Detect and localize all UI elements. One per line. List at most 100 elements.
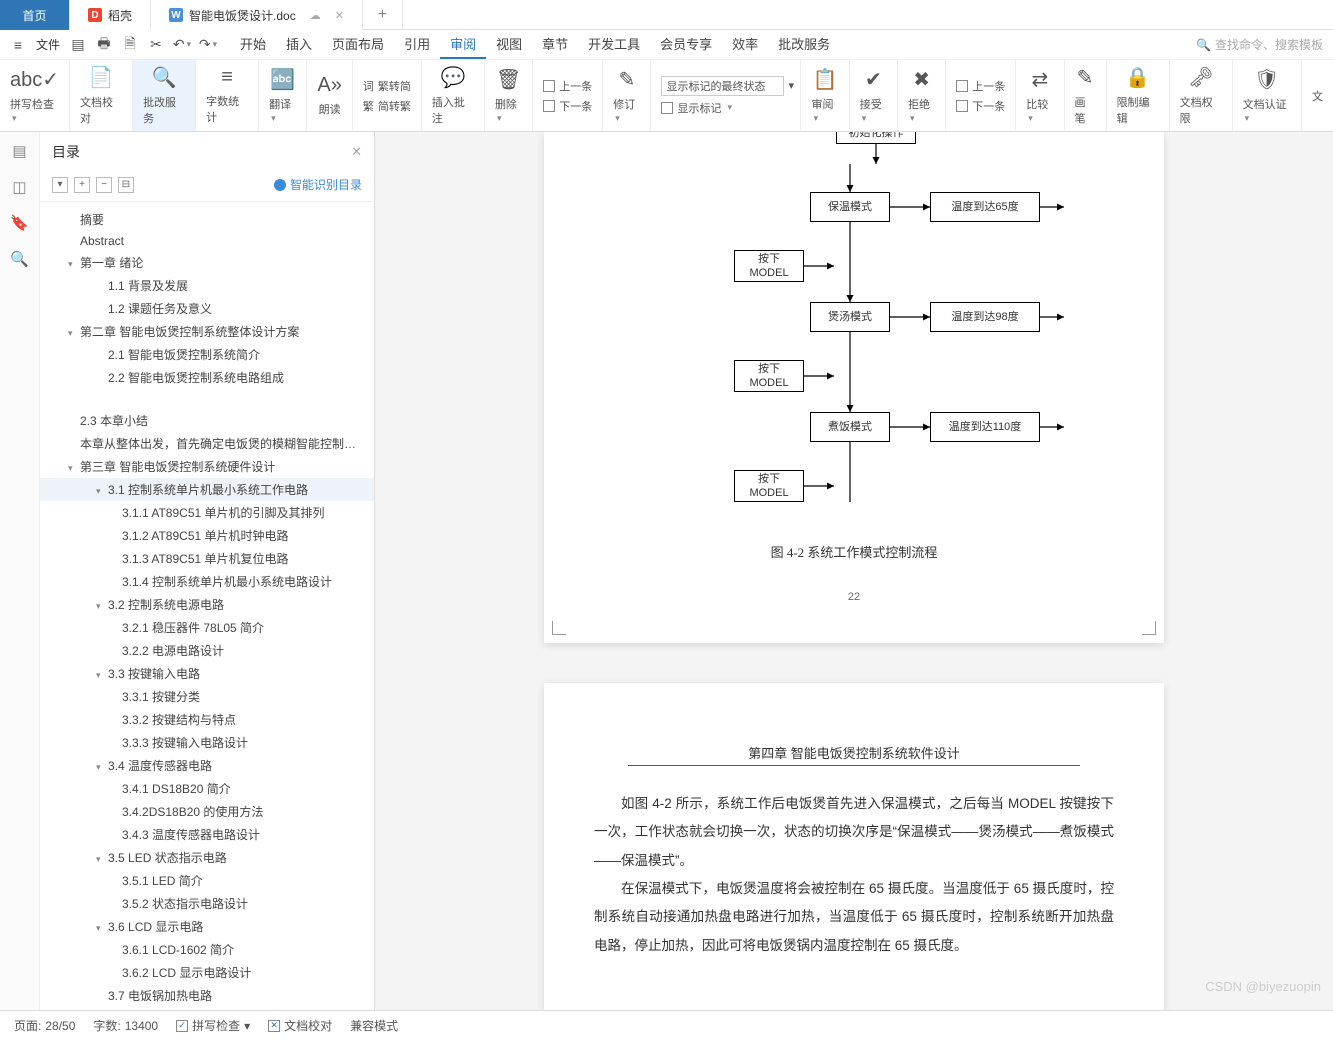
doc-cert-button[interactable]: 🛡文档认证	[1233, 60, 1302, 131]
review-pane-button[interactable]: 📋审阅	[801, 60, 849, 131]
smart-toc-button[interactable]: 智能识别目录	[274, 176, 362, 193]
bookmark-icon[interactable]: 🔖	[11, 214, 29, 232]
tab-home[interactable]: 首页	[0, 0, 70, 30]
menu-章节[interactable]: 章节	[532, 30, 578, 59]
toc-item[interactable]: 3.4.3 温度传感器电路设计	[40, 823, 374, 846]
menu-开始[interactable]: 开始	[230, 30, 276, 59]
next-comment-button[interactable]: 下一条	[541, 97, 594, 115]
toc-expand-icon[interactable]: +	[74, 177, 90, 193]
menu-插入[interactable]: 插入	[276, 30, 322, 59]
show-markup-button[interactable]: 显示标记	[659, 99, 792, 117]
toc-item[interactable]: 2.3 本章小结	[40, 409, 374, 432]
toc-item[interactable]: 3.1.2 AT89C51 单片机时钟电路	[40, 524, 374, 547]
toc-item[interactable]: ▾3.5 LED 状态指示电路	[40, 846, 374, 869]
nav-icon[interactable]: ◫	[11, 178, 29, 196]
spell-check-button[interactable]: abc✓拼写检查	[0, 60, 70, 131]
preview-icon[interactable]: 🗎	[122, 37, 138, 53]
search-box[interactable]: 🔍查找命令、搜索模板	[1196, 36, 1323, 53]
to-traditional-button[interactable]: 繁简转繁	[361, 97, 413, 115]
toc-item[interactable]: 3.3.3 按键输入电路设计	[40, 731, 374, 754]
document-area[interactable]: 初始化操作 保温模式 温度到达65度 按下 MODEL 煲汤模式 温度到达98度…	[375, 132, 1333, 1010]
ink-button[interactable]: ✎画笔	[1065, 60, 1107, 131]
menu-视图[interactable]: 视图	[486, 30, 532, 59]
menu-批改服务[interactable]: 批改服务	[768, 30, 840, 59]
more-button[interactable]: 文	[1302, 60, 1333, 131]
toc-item[interactable]	[40, 389, 374, 409]
find-icon[interactable]: 🔍	[11, 250, 29, 268]
menu-引用[interactable]: 引用	[394, 30, 440, 59]
toc-item[interactable]: 3.2.2 电源电路设计	[40, 639, 374, 662]
track-changes-button[interactable]: ✎修订	[603, 60, 651, 131]
undo-icon[interactable]: ↶	[174, 37, 190, 53]
toc-item[interactable]: 3.7 电饭锅加热电路	[40, 984, 374, 1007]
toc-item[interactable]: 3.4.2DS18B20 的使用方法	[40, 800, 374, 823]
tab-new[interactable]: +	[363, 0, 403, 30]
toc-item[interactable]: 3.6.2 LCD 显示电路设计	[40, 961, 374, 984]
tab-sync-icon[interactable]: ☁	[310, 9, 321, 22]
toc-hide-icon[interactable]: ⊟	[118, 177, 134, 193]
toc-item[interactable]: 3.3.1 按键分类	[40, 685, 374, 708]
toc-item[interactable]: 3.2.1 稳压器件 78L05 简介	[40, 616, 374, 639]
reject-button[interactable]: ✖拒绝	[898, 60, 946, 131]
accept-button[interactable]: ✔接受	[850, 60, 898, 131]
read-aloud-button[interactable]: A»朗读	[307, 60, 352, 131]
toc-item[interactable]: 3.6.1 LCD-1602 简介	[40, 938, 374, 961]
word-count[interactable]: 字数: 13400	[93, 1017, 158, 1034]
toc-item[interactable]: 3.5.2 状态指示电路设计	[40, 892, 374, 915]
toc-item[interactable]: ▾第一章 绪论	[40, 251, 374, 274]
toc-item[interactable]: ▾3.1 控制系统单片机最小系统工作电路	[40, 478, 374, 501]
toc-item[interactable]: ▾第二章 智能电饭煲控制系统整体设计方案	[40, 320, 374, 343]
delete-comment-button[interactable]: 🗑删除	[485, 60, 533, 131]
doc-permission-button[interactable]: 🗝文档权限	[1170, 60, 1233, 131]
toc-item[interactable]: ▾3.4 温度传感器电路	[40, 754, 374, 777]
toc-item[interactable]: 2.1 智能电饭煲控制系统简介	[40, 343, 374, 366]
tab-document[interactable]: W智能电饭煲设计.doc☁✕	[151, 0, 363, 30]
tab-close-icon[interactable]: ✕	[335, 9, 344, 22]
toc-item[interactable]: Abstract	[40, 231, 374, 251]
menu-icon[interactable]: ≡	[10, 37, 26, 53]
toc-minus-icon[interactable]: −	[96, 177, 112, 193]
toc-item[interactable]: 本章从整体出发，首先确定电饭煲的模糊智能控制系…	[40, 432, 374, 455]
insert-comment-button[interactable]: 💬插入批注	[422, 60, 485, 131]
menu-开发工具[interactable]: 开发工具	[578, 30, 650, 59]
tab-daoke[interactable]: D稻壳	[70, 0, 151, 30]
toc-item[interactable]: ▾3.3 按键输入电路	[40, 662, 374, 685]
word-count-button[interactable]: ≡字数统计	[196, 60, 259, 131]
to-simplified-button[interactable]: 词繁转简	[361, 77, 413, 95]
toc-item[interactable]: 3.1.4 控制系统单片机最小系统电路设计	[40, 570, 374, 593]
prev-comment-button[interactable]: 上一条	[541, 77, 594, 95]
save-icon[interactable]: ▤	[70, 37, 86, 53]
toc-item[interactable]: 3.5.1 LED 简介	[40, 869, 374, 892]
next-change-button[interactable]: 下一条	[954, 97, 1007, 115]
toc-item[interactable]: ▾第三章 智能电饭煲控制系统硬件设计	[40, 455, 374, 478]
doc-proof-button[interactable]: 📄文档校对	[70, 60, 133, 131]
toc-item[interactable]: 2.2 智能电饭煲控制系统电路组成	[40, 366, 374, 389]
toc-item[interactable]: ▾3.6 LCD 显示电路	[40, 915, 374, 938]
toc-item[interactable]: 3.3.2 按键结构与特点	[40, 708, 374, 731]
toc-item[interactable]: 1.1 背景及发展	[40, 274, 374, 297]
toc-item[interactable]: ▾3.2 控制系统电源电路	[40, 593, 374, 616]
print-icon[interactable]: 🖶	[96, 37, 112, 53]
toc-item[interactable]: 摘要	[40, 208, 374, 231]
toc-item[interactable]: 3.1.3 AT89C51 单片机复位电路	[40, 547, 374, 570]
restrict-edit-button[interactable]: 🔒限制编辑	[1107, 60, 1170, 131]
toc-close-icon[interactable]: ✕	[351, 144, 362, 160]
file-menu[interactable]: 文件	[36, 36, 60, 53]
page-indicator[interactable]: 页面: 28/50	[14, 1017, 75, 1034]
menu-页面布局[interactable]: 页面布局	[322, 30, 394, 59]
toc-item[interactable]	[40, 1007, 374, 1010]
markup-state-dropdown[interactable]: 显示标记的最终状态▾	[659, 75, 792, 97]
status-spell-check[interactable]: ✓拼写检查 ▾	[176, 1017, 250, 1034]
translate-button[interactable]: 🔤翻译	[259, 60, 307, 131]
menu-会员专享[interactable]: 会员专享	[650, 30, 722, 59]
cut-icon[interactable]: ✂	[148, 37, 164, 53]
outline-icon[interactable]: ▤	[11, 142, 29, 160]
menu-效率[interactable]: 效率	[722, 30, 768, 59]
toc-collapse-icon[interactable]: ▾	[52, 177, 68, 193]
compare-button[interactable]: ⇄比较	[1016, 60, 1064, 131]
toc-item[interactable]: 3.1.1 AT89C51 单片机的引脚及其排列	[40, 501, 374, 524]
toc-item[interactable]: 1.2 课题任务及意义	[40, 297, 374, 320]
correction-service-button[interactable]: 🔍批改服务	[133, 60, 196, 131]
toc-list[interactable]: 摘要Abstract▾第一章 绪论1.1 背景及发展1.2 课题任务及意义▾第二…	[40, 202, 374, 1010]
redo-icon[interactable]: ↷	[200, 37, 216, 53]
